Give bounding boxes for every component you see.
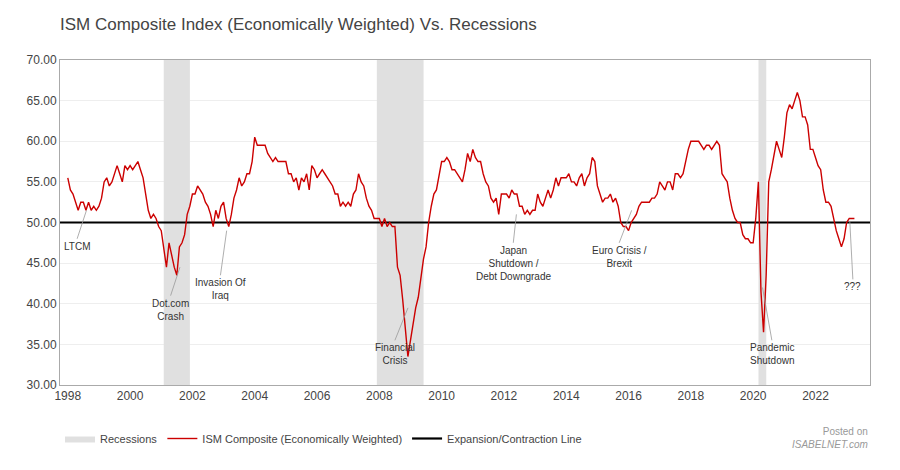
svg-text:65.00: 65.00: [27, 94, 57, 108]
svg-text:ISM Composite (Economically We: ISM Composite (Economically Weighted): [202, 433, 402, 445]
svg-text:???: ???: [844, 281, 861, 292]
svg-text:Expansion/Contraction Line: Expansion/Contraction Line: [447, 433, 582, 445]
svg-text:50.00: 50.00: [27, 216, 57, 230]
svg-text:2012: 2012: [491, 389, 518, 403]
svg-text:60.00: 60.00: [27, 134, 57, 148]
svg-text:2002: 2002: [179, 389, 206, 403]
svg-text:1998: 1998: [54, 389, 81, 403]
svg-text:LTCM: LTCM: [64, 241, 90, 252]
svg-text:2014: 2014: [553, 389, 580, 403]
svg-text:ISM Composite Index (Economica: ISM Composite Index (Economically Weight…: [60, 15, 537, 34]
svg-text:Recessions: Recessions: [100, 433, 157, 445]
svg-text:2000: 2000: [117, 389, 144, 403]
svg-text:2006: 2006: [304, 389, 331, 403]
svg-text:2008: 2008: [366, 389, 393, 403]
svg-text:Invasion OfIraq: Invasion OfIraq: [195, 277, 246, 301]
svg-text:PandemicShutdown: PandemicShutdown: [750, 342, 794, 366]
svg-text:55.00: 55.00: [27, 175, 57, 189]
svg-text:JapanShutdown /Debt Downgrade: JapanShutdown /Debt Downgrade: [476, 245, 551, 282]
svg-text:FinancialCrisis: FinancialCrisis: [375, 342, 415, 366]
svg-text:Dot.comCrash: Dot.comCrash: [152, 298, 189, 322]
svg-text:40.00: 40.00: [27, 297, 57, 311]
svg-text:2010: 2010: [428, 389, 455, 403]
svg-text:35.00: 35.00: [27, 338, 57, 352]
svg-text:2004: 2004: [241, 389, 268, 403]
svg-text:Euro Crisis /Brexit: Euro Crisis /Brexit: [592, 245, 647, 269]
svg-text:2020: 2020: [740, 389, 767, 403]
svg-text:Posted onISABELNET.com: Posted onISABELNET.com: [792, 426, 868, 450]
svg-text:2022: 2022: [802, 389, 829, 403]
svg-text:2018: 2018: [678, 389, 705, 403]
svg-text:30.00: 30.00: [27, 378, 57, 392]
svg-text:45.00: 45.00: [27, 256, 57, 270]
svg-text:70.00: 70.00: [27, 53, 57, 67]
svg-text:2016: 2016: [615, 389, 642, 403]
